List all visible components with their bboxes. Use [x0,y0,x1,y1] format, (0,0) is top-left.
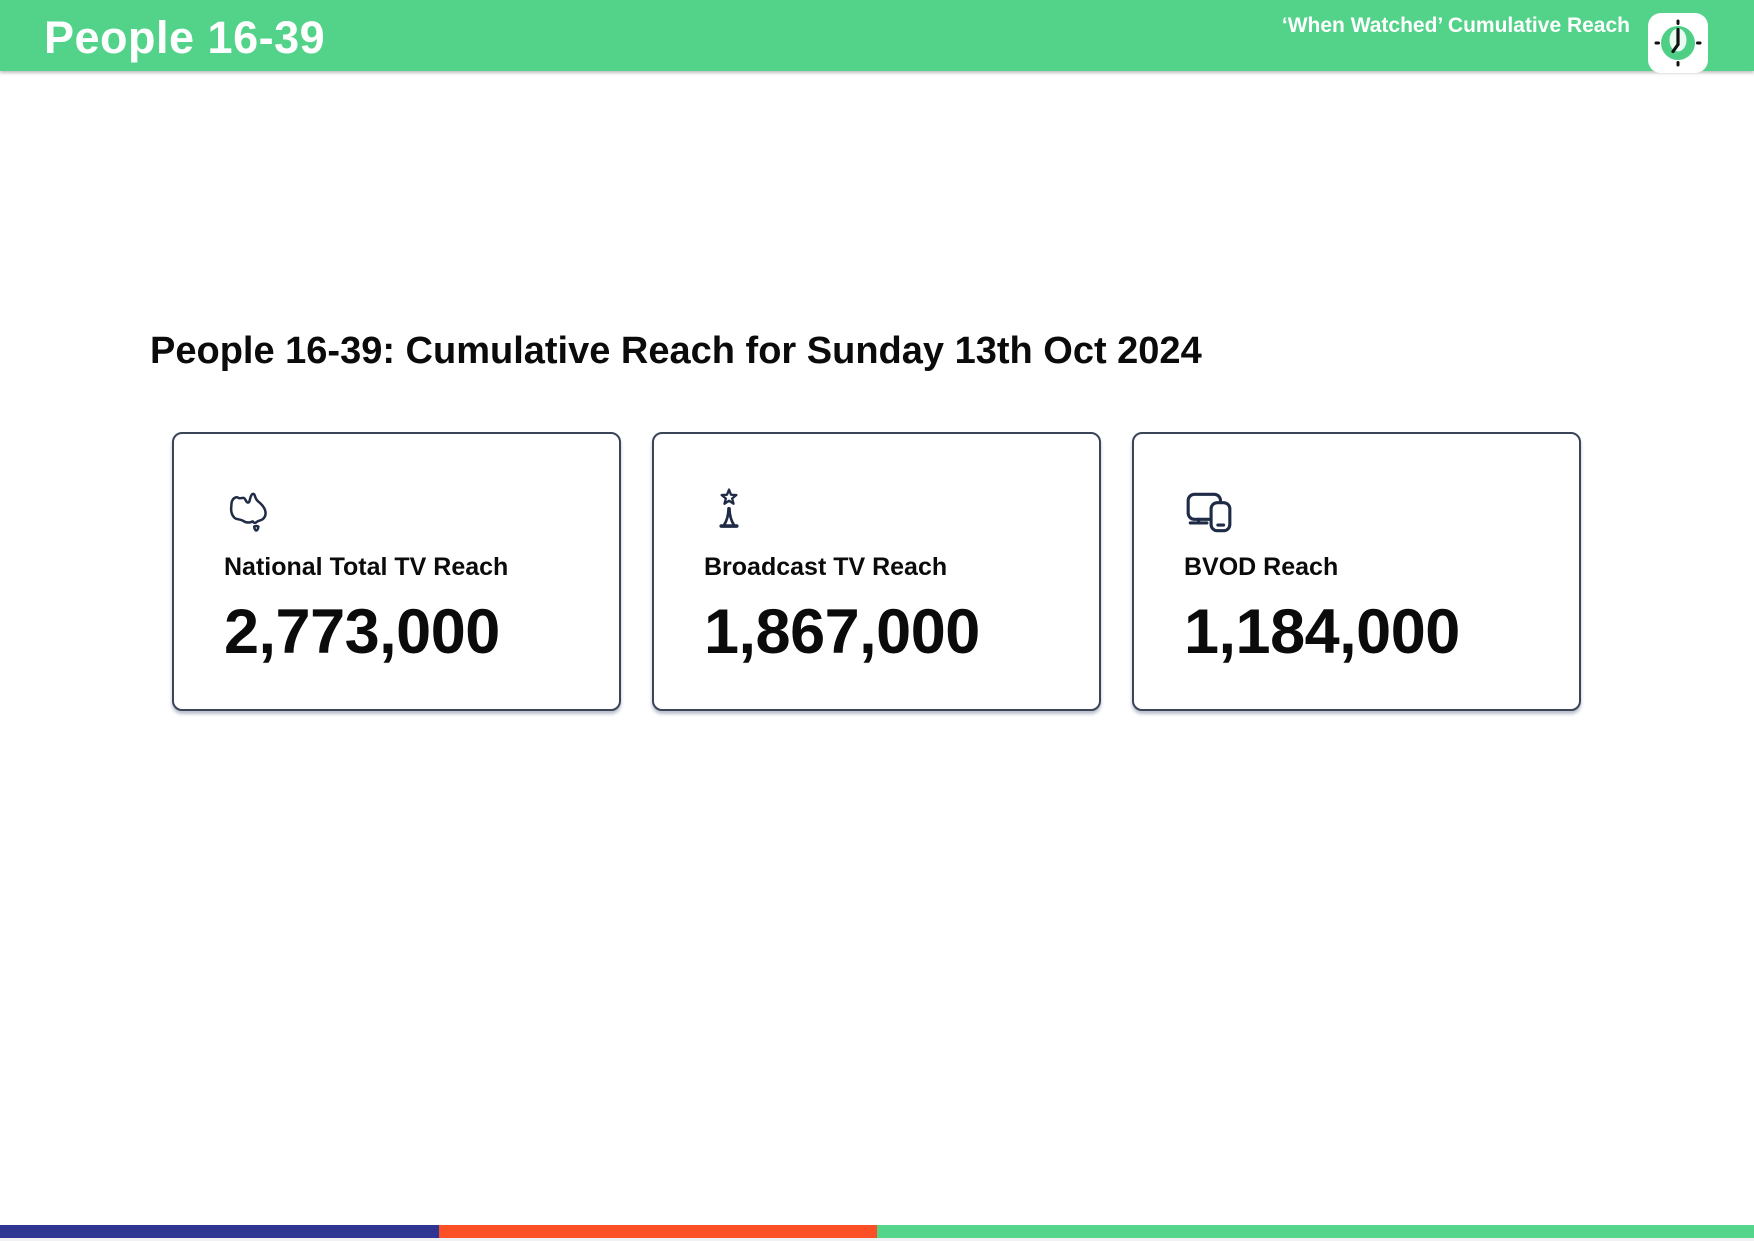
header-right-group: ‘When Watched’ Cumulative Reach [1282,0,1708,73]
footer-segment-green [876,1225,1754,1238]
page-title: People 16-39 [44,12,326,63]
footer-segment-navy [0,1225,440,1238]
kpi-cards: National Total TV Reach 2,773,000 Broadc… [172,432,1581,711]
devices-icon [1184,488,1549,536]
kpi-label: National Total TV Reach [224,553,509,581]
footer-segments [0,1225,1754,1238]
kpi-value: 1,867,000 [704,597,980,667]
kpi-card-bvod-reach: BVOD Reach 1,184,000 [1132,432,1581,711]
kpi-card-broadcast-tv-reach: Broadcast TV Reach 1,867,000 [652,432,1101,711]
footer-bar [0,1225,1754,1241]
header-subtitle: ‘When Watched’ Cumulative Reach [1281,14,1630,37]
footer-segment-orange [439,1225,877,1238]
kpi-label: Broadcast TV Reach [704,553,948,581]
kpi-label: BVOD Reach [1184,553,1339,581]
kpi-card-national-total-tv-reach: National Total TV Reach 2,773,000 [172,432,621,711]
kpi-value: 1,184,000 [1184,597,1460,667]
kpi-value: 2,773,000 [224,597,500,667]
footer-edge-strip [0,1238,1754,1241]
clock-icon [1648,13,1708,73]
broadcast-tower-icon [704,488,1069,536]
header: People 16-39 ‘When Watched’ Cumulative R… [0,0,1754,73]
report-heading: People 16-39: Cumulative Reach for Sunda… [150,330,1202,372]
australia-map-icon [224,488,589,536]
